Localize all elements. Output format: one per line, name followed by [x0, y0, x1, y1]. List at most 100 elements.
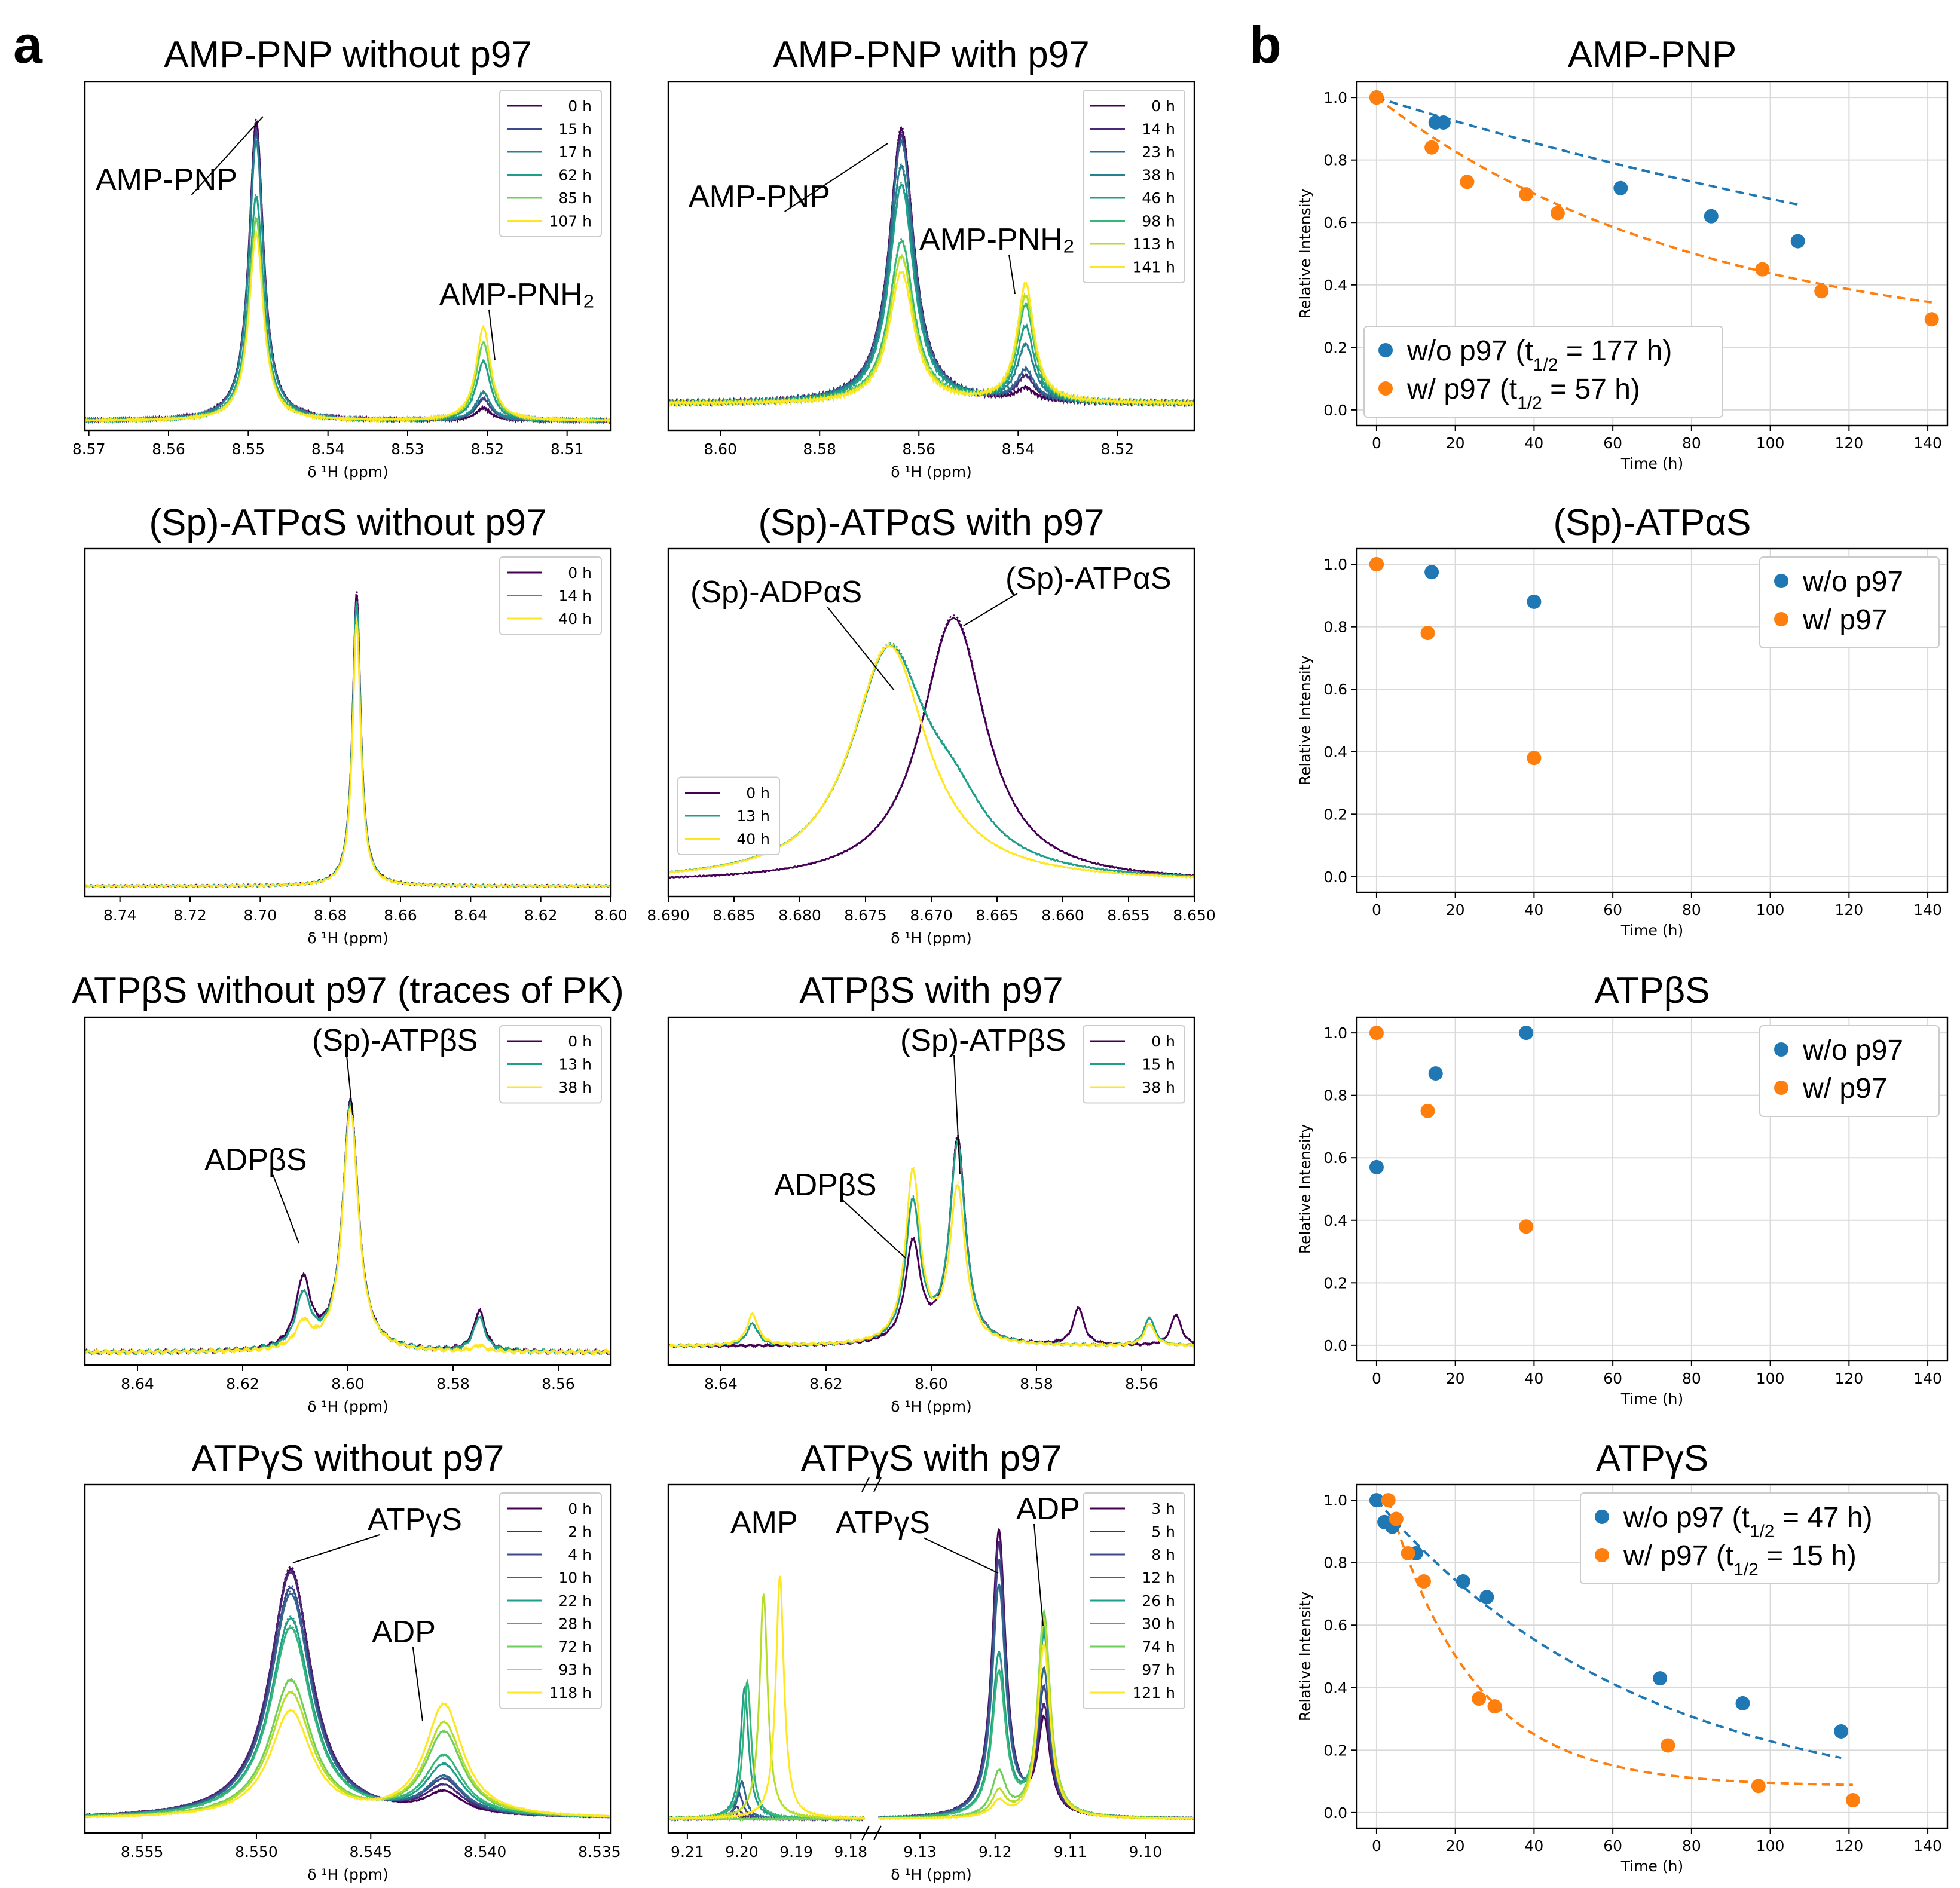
x-tick-label: 9.11 [1054, 1843, 1087, 1861]
chart-title: (Sp)-ATPαS [1554, 502, 1751, 543]
legend-label: w/o p97 (t1/2 = 47 h) [1623, 1502, 1873, 1541]
x-tick-label: 100 [1756, 434, 1785, 452]
data-point-w-p97 [1550, 206, 1565, 221]
x-tick-label: 40 [1524, 1370, 1543, 1387]
legend-label: 118 h [549, 1684, 592, 1702]
legend-label: 14 h [558, 587, 592, 605]
chart-b1: AMP-PNP 0 20 40 60 80 100 120 140 0.0 0.2 0.4 0.6 0.8… [1297, 34, 1949, 472]
peak-annotation: (Sp)-ATPαS [1005, 561, 1172, 596]
legend-label: 113 h [1132, 235, 1175, 253]
x-axis-label: δ ¹H (ppm) [307, 1866, 389, 1883]
y-axis-label: Relative Intensity [1297, 656, 1314, 786]
legend-subscript: 1/2 [1750, 1522, 1775, 1541]
peak-annotation: ADPβS [204, 1143, 307, 1177]
legend-box [499, 1025, 602, 1104]
data-point-w-p97 [1755, 262, 1770, 277]
legend-label: 62 h [558, 167, 592, 184]
fit-curve-wo-p97 [1376, 96, 1799, 206]
legend-marker [1774, 574, 1788, 588]
annotation-leader [963, 593, 1018, 626]
x-axis-label: δ ¹H (ppm) [891, 1398, 972, 1415]
spectrum-line-40h [85, 620, 611, 889]
peak-annotation: AMP-PNH₂ [919, 222, 1075, 257]
spectra [85, 116, 611, 424]
legend-label: 5 h [1151, 1523, 1175, 1541]
legend-label: 0 h [1151, 97, 1175, 115]
legend-label: 28 h [558, 1615, 592, 1633]
x-axis-label: δ ¹H (ppm) [307, 929, 389, 947]
panel-label-a: a [13, 15, 43, 74]
data-point-w-p97 [1519, 1219, 1534, 1234]
x-tick-label: 8.685 [713, 907, 756, 924]
spectrum-line-38h [668, 1167, 1194, 1348]
data-point-wo-p97 [1735, 1696, 1750, 1710]
annotation-leader [953, 1055, 961, 1175]
chart-title: (Sp)-ATPαS without p97 [149, 502, 546, 543]
x-tick-label: 8.655 [1107, 907, 1150, 924]
legend-label: 4 h [568, 1546, 592, 1563]
x-tick-label: 9.10 [1129, 1843, 1162, 1861]
legend-half-life-prefix: (t [1724, 1502, 1750, 1534]
chart-b2: (Sp)-ATPαS 0 20 40 60 80 100 120 140 0.0 0.2 0.4 0.6… [1297, 502, 1949, 939]
legend-label: w/o p97 [1802, 566, 1903, 598]
x-tick-label: 8.68 [314, 907, 347, 924]
legend-label: 0 h [568, 1033, 592, 1050]
x-tick-label: 8.680 [778, 907, 821, 924]
spectrum-fit-14h [85, 601, 611, 887]
legend-label: 8 h [1151, 1546, 1175, 1563]
chart-a8: ATPγS with p97 9.21 9.20 9.19 9.18 9.13 9.12 9.… [667, 1438, 1195, 1883]
x-tick-label: 8.66 [384, 907, 417, 924]
x-tick-label: 20 [1446, 901, 1465, 919]
data-point-w-p97 [1519, 187, 1534, 202]
x-tick-label: 9.21 [671, 1843, 704, 1861]
nmr-frame [84, 547, 612, 898]
legend-label: 0 h [1151, 1033, 1175, 1050]
chart-title: (Sp)-ATPαS with p97 [758, 502, 1104, 543]
x-tick-label: 8.58 [436, 1375, 470, 1393]
fit-curve-wo-p97 [1375, 1499, 1842, 1760]
legend-series-name: w/ p97 [1802, 604, 1887, 636]
data-point-w-p97 [1814, 284, 1829, 299]
x-tick-label: 8.60 [594, 907, 628, 924]
y-tick-label: 0.2 [1323, 339, 1347, 356]
spectra [668, 1133, 1194, 1349]
legend-half-life-prefix: (t [1708, 1540, 1733, 1572]
y-tick-label: 0.6 [1323, 1617, 1347, 1634]
legend-label: 46 h [1142, 189, 1175, 207]
x-tick-label: 20 [1446, 1837, 1465, 1855]
legend-label: w/o p97 [1802, 1035, 1903, 1066]
scatter-frame [1356, 547, 1949, 893]
data-point-w-p97 [1401, 1546, 1415, 1560]
y-axis-label: Relative Intensity [1297, 1592, 1314, 1722]
data-point-wo-p97 [1613, 180, 1628, 195]
x-tick-label: 8.54 [1001, 440, 1035, 458]
data-point-w-p97 [1661, 1738, 1675, 1753]
legend-label: 30 h [1142, 1615, 1175, 1633]
data-point-wo-p97 [1436, 115, 1451, 130]
annotation-leader [412, 1647, 423, 1722]
x-tick-label: 40 [1524, 434, 1543, 452]
legend-label: 98 h [1142, 213, 1175, 230]
legend-half-life-value: = 15 h) [1759, 1540, 1857, 1572]
x-tick-label: 8.650 [1173, 907, 1216, 924]
x-tick-label: 80 [1682, 434, 1701, 452]
x-tick-label: 8.55 [231, 440, 265, 458]
x-tick-label: 20 [1446, 1370, 1465, 1387]
legend-label: 0 h [746, 785, 770, 802]
data-point-w-p97 [1460, 175, 1475, 189]
y-axis-label: Relative Intensity [1297, 189, 1314, 319]
legend-label: 17 h [558, 143, 592, 161]
legend-subscript: 1/2 [1733, 1560, 1759, 1580]
spectra [668, 125, 1194, 408]
spectrum-line-0h [668, 1136, 1194, 1349]
spectrum-line-107h [85, 231, 611, 424]
panel-label-b: b [1249, 15, 1282, 74]
x-tick-label: 8.60 [331, 1375, 365, 1393]
y-tick-label: 0.0 [1323, 402, 1347, 419]
chart-a6: ATPβS with p97 8.64 8.62 8.60 8.58 8.56 ADPβS (… [667, 970, 1195, 1415]
x-tick-label: 8.660 [1041, 907, 1084, 924]
spectrum-line-121h [668, 1575, 1194, 1821]
chart-a7: ATPγS without p97 8.555 8.550 8.545 8.540 8.5… [84, 1438, 621, 1883]
peak-annotation: (Sp)-ATPβS [900, 1023, 1066, 1058]
legend-label: 0 h [568, 564, 592, 582]
